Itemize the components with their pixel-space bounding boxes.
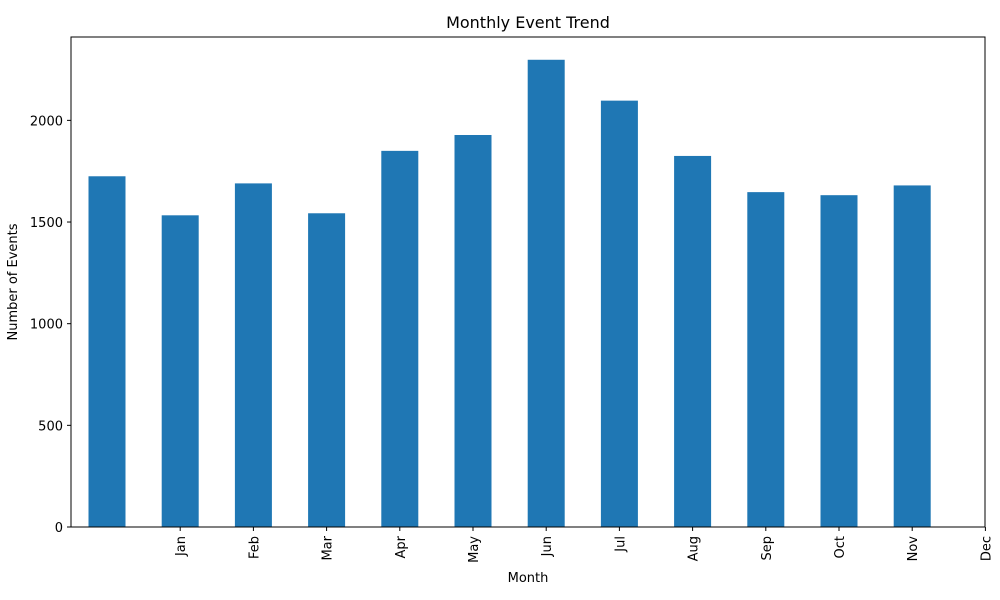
bar [88,176,126,527]
x-tick-label: Oct [833,536,848,558]
bar [527,59,565,527]
y-tick-label: 1000 [30,318,63,333]
bar [308,213,346,527]
x-tick-label: Feb [247,536,262,559]
y-tick-label: 1500 [30,216,63,231]
bar [600,100,638,527]
x-tick-label: Dec [979,536,994,561]
y-axis-title: Number of Events [6,223,21,340]
y-tick-label: 500 [38,419,63,434]
bar [820,195,858,528]
x-tick-label: Mar [321,535,336,560]
x-tick-label: Jun [540,536,555,557]
y-tick-label: 2000 [30,114,63,129]
bars-group [88,59,931,528]
x-axis-title: Month [508,571,549,586]
x-axis: Jan Feb Mar Apr May Jun Jul Aug Sep Oct Nov Dec [174,527,994,563]
x-tick-label: Aug [687,536,702,561]
x-tick-label: Sep [760,536,775,561]
bar [674,155,712,528]
bar [747,192,785,527]
x-tick-label: Jan [174,536,189,557]
bar [454,135,492,527]
bar [161,215,199,527]
x-tick-label: May [467,536,482,563]
y-tick-label: 0 [55,521,63,536]
plot-frame [70,36,986,528]
y-axis: 0 500 1000 1500 2000 [30,114,71,536]
bar [893,185,931,528]
x-tick-label: Apr [394,535,409,558]
x-tick-label: Nov [906,536,921,562]
bar [381,150,419,527]
chart-title: Monthly Event Trend [446,13,610,32]
x-tick-label: Jul [613,536,628,553]
bar [234,183,272,527]
